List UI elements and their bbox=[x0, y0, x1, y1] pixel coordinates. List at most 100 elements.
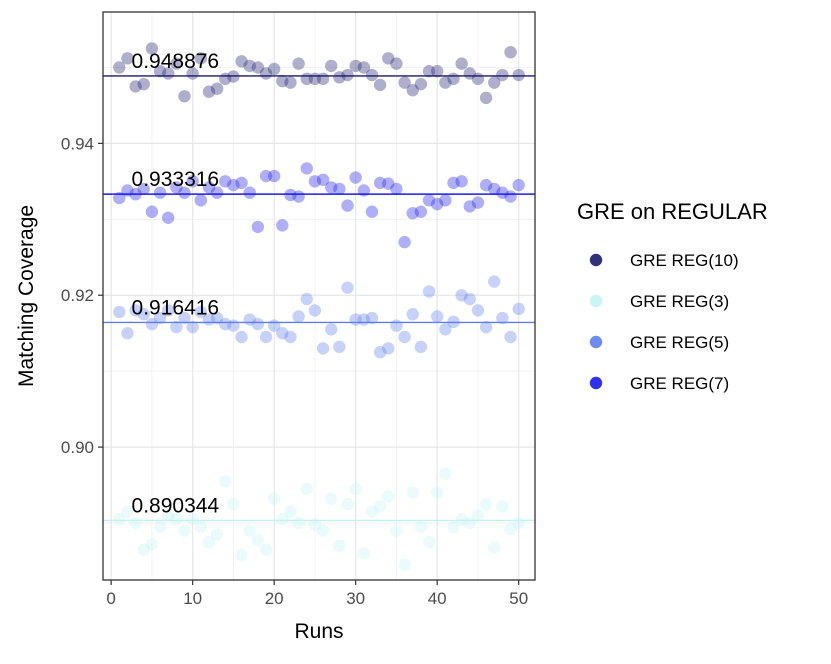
point-gre-reg-3 bbox=[129, 516, 142, 530]
point-gre-reg-5 bbox=[202, 313, 216, 326]
point-gre-reg-7 bbox=[512, 178, 525, 192]
point-gre-reg-3 bbox=[162, 509, 175, 522]
point-gre-reg-3 bbox=[210, 528, 224, 541]
point-gre-reg-5 bbox=[357, 313, 371, 326]
point-gre-reg-3 bbox=[463, 516, 476, 530]
point-gre-reg-10 bbox=[382, 52, 395, 65]
point-gre-reg-10 bbox=[341, 68, 354, 82]
point-gre-reg-3 bbox=[414, 520, 428, 534]
point-gre-reg-3 bbox=[292, 516, 305, 530]
y-axis-title: Matching Coverage bbox=[15, 205, 38, 387]
x-tick-label: 30 bbox=[346, 589, 365, 608]
point-gre-reg-3 bbox=[422, 535, 436, 549]
point-gre-reg-10 bbox=[496, 68, 509, 82]
legend-key-gre-reg-7 bbox=[589, 376, 603, 390]
point-gre-reg-5 bbox=[292, 310, 305, 323]
legend-title: GRE on REGULAR bbox=[577, 199, 768, 224]
x-tick-label: 40 bbox=[428, 589, 447, 608]
point-gre-reg-3 bbox=[113, 513, 126, 526]
point-gre-reg-5 bbox=[284, 330, 297, 344]
point-gre-reg-7 bbox=[406, 207, 419, 220]
point-gre-reg-3 bbox=[512, 516, 525, 530]
mean-label-gre-reg-10: 0.948876 bbox=[132, 50, 220, 73]
point-gre-reg-10 bbox=[414, 77, 428, 91]
point-gre-reg-5 bbox=[325, 323, 338, 336]
point-gre-reg-5 bbox=[194, 305, 208, 319]
point-gre-reg-5 bbox=[316, 342, 330, 355]
point-gre-reg-10 bbox=[357, 61, 371, 74]
point-gre-reg-7 bbox=[455, 175, 468, 188]
point-gre-reg-10 bbox=[210, 82, 224, 95]
point-gre-reg-10 bbox=[292, 57, 305, 70]
point-gre-reg-3 bbox=[219, 475, 232, 488]
point-gre-reg-7 bbox=[390, 182, 403, 196]
point-gre-reg-10 bbox=[194, 52, 208, 65]
point-gre-reg-5 bbox=[488, 275, 501, 288]
point-gre-reg-3 bbox=[300, 482, 313, 496]
point-gre-reg-7 bbox=[325, 181, 338, 194]
point-gre-reg-10 bbox=[202, 85, 216, 98]
point-gre-reg-5 bbox=[373, 345, 387, 359]
point-gre-reg-10 bbox=[479, 91, 493, 105]
point-gre-reg-3 bbox=[325, 492, 338, 505]
point-gre-reg-3 bbox=[178, 524, 191, 537]
point-gre-reg-10 bbox=[235, 55, 248, 68]
point-gre-reg-5 bbox=[137, 308, 150, 321]
point-gre-reg-3 bbox=[365, 505, 379, 518]
point-gre-reg-10 bbox=[251, 61, 265, 74]
point-gre-reg-5 bbox=[471, 304, 485, 317]
x-tick-label: 50 bbox=[509, 589, 528, 608]
point-gre-reg-5 bbox=[308, 304, 322, 317]
point-gre-reg-3 bbox=[145, 538, 159, 551]
point-gre-reg-7 bbox=[398, 235, 411, 249]
point-gre-reg-7 bbox=[414, 205, 428, 218]
legend-items: GRE REG(10) GRE REG(3) GRE REG(5) GRE REG(7… bbox=[589, 251, 739, 393]
point-gre-reg-7 bbox=[439, 194, 452, 207]
point-gre-reg-5 bbox=[170, 320, 183, 334]
point-gre-reg-5 bbox=[162, 304, 175, 317]
point-gre-reg-10 bbox=[243, 59, 256, 73]
point-gre-reg-5 bbox=[455, 289, 468, 302]
point-gre-reg-3 bbox=[488, 541, 501, 554]
point-gre-reg-7 bbox=[145, 205, 159, 218]
point-gre-reg-3 bbox=[276, 513, 289, 526]
point-gre-reg-3 bbox=[137, 543, 150, 556]
point-gre-reg-5 bbox=[447, 315, 460, 329]
point-gre-reg-10 bbox=[137, 77, 150, 91]
point-gre-reg-3 bbox=[439, 467, 452, 480]
point-gre-reg-10 bbox=[463, 67, 476, 80]
point-gre-reg-5 bbox=[382, 342, 395, 355]
point-gre-reg-7 bbox=[267, 169, 281, 183]
point-gre-reg-3 bbox=[479, 497, 493, 511]
point-gre-reg-3 bbox=[455, 513, 468, 526]
point-gre-reg-3 bbox=[243, 524, 256, 537]
point-gre-reg-7 bbox=[235, 176, 248, 190]
legend-key-gre-reg-5 bbox=[589, 335, 603, 349]
point-gre-reg-7 bbox=[251, 220, 265, 234]
point-gre-reg-10 bbox=[284, 76, 297, 89]
point-gre-reg-7 bbox=[292, 190, 305, 203]
point-gre-reg-5 bbox=[422, 285, 436, 298]
point-gre-reg-5 bbox=[227, 319, 240, 332]
point-gre-reg-7 bbox=[210, 186, 224, 199]
point-gre-reg-3 bbox=[202, 535, 216, 549]
grid-lines bbox=[103, 12, 535, 580]
point-gre-reg-3 bbox=[382, 490, 395, 503]
point-gre-reg-3 bbox=[121, 505, 134, 518]
point-gre-reg-7 bbox=[496, 186, 509, 199]
point-gre-reg-5 bbox=[276, 327, 289, 340]
point-gre-reg-7 bbox=[365, 205, 379, 218]
point-gre-reg-3 bbox=[349, 482, 362, 496]
point-gre-reg-5 bbox=[219, 317, 232, 331]
x-tick-label: 0 bbox=[106, 589, 115, 608]
point-gre-reg-3 bbox=[194, 520, 208, 534]
point-gre-reg-10 bbox=[129, 80, 142, 93]
point-gre-reg-5 bbox=[121, 327, 134, 340]
point-gre-reg-3 bbox=[357, 547, 371, 560]
point-gre-reg-7 bbox=[113, 191, 126, 205]
point-gre-reg-10 bbox=[276, 74, 289, 88]
point-gre-reg-5 bbox=[365, 311, 379, 325]
point-gre-reg-7 bbox=[357, 184, 371, 197]
point-gre-reg-3 bbox=[284, 505, 297, 518]
